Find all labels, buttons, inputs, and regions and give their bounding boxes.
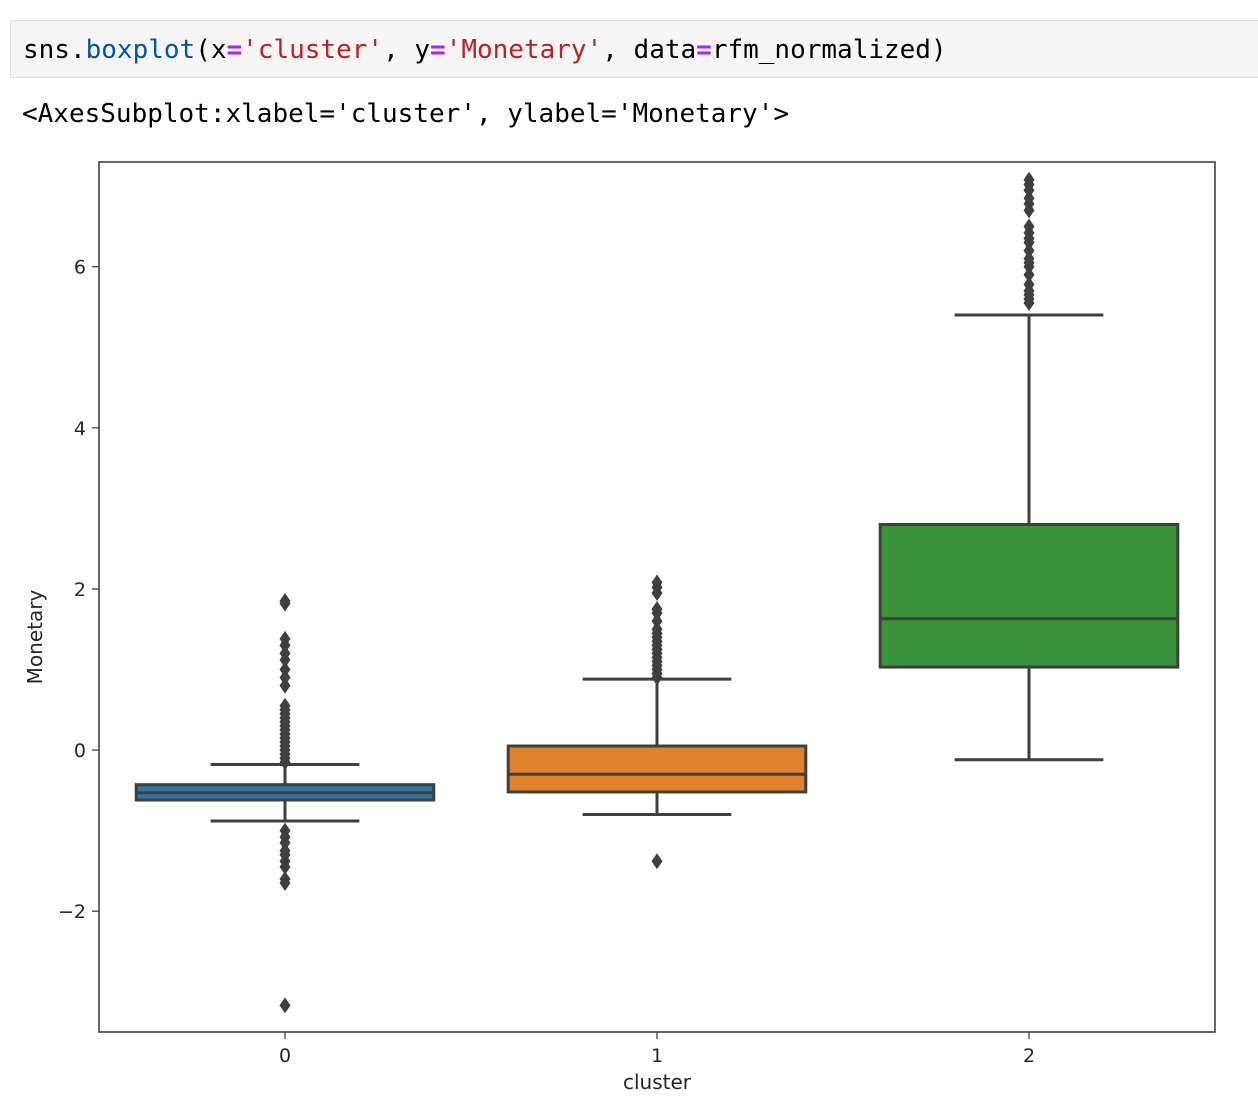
outlier-point [279,645,291,662]
code-token-str: 'cluster' [242,35,384,65]
plot-frame [98,161,1216,1033]
code-token-plain: rfm_normalized) [711,35,947,65]
outlier-point [651,853,663,870]
code-token-plain: , data [602,35,697,65]
outlier-point [279,870,291,887]
code-token-op: = [696,35,712,65]
outlier-point [279,630,291,647]
outlier-point [279,822,291,839]
cell-output-repr: <AxesSubplot:xlabel='cluster', ylabel='M… [22,99,790,129]
code-line: sns.boxplot(x='cluster', y='Monetary', d… [23,35,947,65]
outlier-point [1023,250,1035,267]
outlier-point [279,697,291,714]
code-token-plain: (x [195,35,227,65]
code-token-op: = [430,35,446,65]
y-tick-label: 6 [74,257,86,279]
code-token-plain: , y [383,35,431,65]
code-token-op: = [226,35,243,65]
y-tick-label: 4 [74,418,86,440]
outlier-point [279,842,291,859]
outlier-point [1023,218,1035,235]
y-tick-label: 2 [74,579,86,601]
outlier-point [1023,276,1035,293]
box-2 [878,523,1180,669]
x-tick-label: 1 [651,1045,663,1067]
outlier-point [651,613,663,630]
outlier-point [1023,171,1035,188]
outlier-point [1023,266,1035,283]
y-tick-label: 0 [74,740,86,762]
outlier-point [651,601,663,618]
outlier-point [1023,190,1035,207]
y-tick-label: −2 [58,901,86,923]
outlier-point [651,621,663,638]
code-cell-input[interactable]: sns.boxplot(x='cluster', y='Monetary', d… [10,20,1258,78]
outlier-point [279,997,291,1014]
outlier-point [279,593,291,610]
code-token-str: 'Monetary' [445,35,603,65]
outlier-point [279,677,291,694]
x-tick-label: 0 [279,1045,291,1067]
outlier-point [279,661,291,678]
code-token-fn: boxplot [85,35,196,65]
outlier-point [651,574,663,591]
x-tick-label: 2 [1023,1045,1035,1067]
x-axis-label: cluster [623,1070,692,1094]
outlier-point [279,669,291,686]
box-1 [506,744,808,794]
code-token-plain: sns. [23,35,86,65]
outlier-point [1023,242,1035,259]
y-axis-label: Monetary [23,590,47,685]
